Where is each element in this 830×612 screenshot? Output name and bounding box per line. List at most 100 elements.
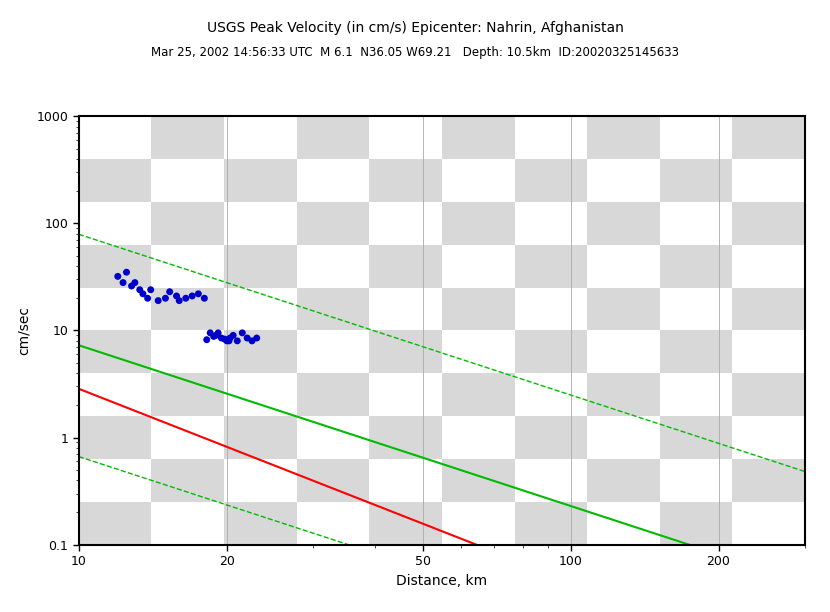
Bar bbox=[515, 202, 588, 245]
Bar bbox=[515, 416, 588, 459]
Bar bbox=[79, 373, 151, 416]
Bar bbox=[660, 202, 733, 245]
Point bbox=[144, 285, 158, 294]
Bar bbox=[515, 330, 588, 373]
Bar bbox=[224, 416, 297, 459]
Bar bbox=[297, 330, 369, 373]
Bar bbox=[588, 288, 660, 330]
Bar bbox=[79, 502, 151, 545]
Bar bbox=[151, 502, 224, 545]
Bar bbox=[442, 288, 515, 330]
Bar bbox=[442, 502, 515, 545]
Point bbox=[173, 296, 186, 305]
Bar bbox=[79, 330, 151, 373]
Bar bbox=[151, 416, 224, 459]
X-axis label: Distance, km: Distance, km bbox=[397, 573, 487, 588]
Bar bbox=[79, 159, 151, 202]
Bar bbox=[369, 202, 442, 245]
Bar bbox=[369, 459, 442, 502]
Bar bbox=[224, 159, 297, 202]
Bar bbox=[297, 202, 369, 245]
Point bbox=[136, 289, 149, 299]
Bar bbox=[297, 459, 369, 502]
Bar bbox=[369, 502, 442, 545]
Bar bbox=[660, 459, 733, 502]
Bar bbox=[515, 245, 588, 288]
Point bbox=[207, 332, 220, 341]
Point bbox=[218, 334, 232, 344]
Point bbox=[170, 291, 183, 301]
Bar bbox=[297, 116, 369, 159]
Point bbox=[241, 333, 254, 343]
Bar bbox=[297, 416, 369, 459]
Point bbox=[227, 330, 240, 340]
Bar bbox=[79, 288, 151, 330]
Point bbox=[128, 278, 141, 288]
Point bbox=[116, 278, 129, 288]
Bar bbox=[224, 116, 297, 159]
Bar bbox=[733, 159, 805, 202]
Bar bbox=[660, 330, 733, 373]
Bar bbox=[297, 245, 369, 288]
Bar bbox=[151, 159, 224, 202]
Bar bbox=[733, 330, 805, 373]
Bar bbox=[442, 159, 515, 202]
Bar bbox=[588, 416, 660, 459]
Bar bbox=[588, 502, 660, 545]
Point bbox=[215, 333, 228, 343]
Bar bbox=[442, 245, 515, 288]
Bar bbox=[660, 116, 733, 159]
Point bbox=[159, 293, 172, 303]
Point bbox=[203, 328, 217, 338]
Bar bbox=[442, 330, 515, 373]
Point bbox=[120, 267, 133, 277]
Point bbox=[141, 293, 154, 303]
Bar bbox=[79, 202, 151, 245]
Point bbox=[125, 281, 139, 291]
Bar bbox=[224, 330, 297, 373]
Bar bbox=[224, 502, 297, 545]
Bar bbox=[151, 202, 224, 245]
Bar bbox=[733, 502, 805, 545]
Bar bbox=[442, 373, 515, 416]
Bar bbox=[297, 373, 369, 416]
Bar bbox=[660, 159, 733, 202]
Bar bbox=[515, 373, 588, 416]
Bar bbox=[224, 459, 297, 502]
Point bbox=[186, 291, 199, 301]
Bar bbox=[369, 116, 442, 159]
Point bbox=[209, 330, 222, 340]
Bar bbox=[79, 245, 151, 288]
Point bbox=[236, 328, 249, 338]
Point bbox=[179, 293, 193, 303]
Bar bbox=[369, 288, 442, 330]
Bar bbox=[660, 288, 733, 330]
Bar bbox=[369, 245, 442, 288]
Bar bbox=[369, 159, 442, 202]
Bar bbox=[79, 459, 151, 502]
Bar bbox=[151, 245, 224, 288]
Bar bbox=[224, 245, 297, 288]
Text: Mar 25, 2002 14:56:33 UTC  M 6.1  N36.05 W69.21   Depth: 10.5km  ID:200203251456: Mar 25, 2002 14:56:33 UTC M 6.1 N36.05 W… bbox=[151, 46, 679, 59]
Bar bbox=[442, 116, 515, 159]
Bar bbox=[79, 416, 151, 459]
Bar bbox=[733, 459, 805, 502]
Text: USGS Peak Velocity (in cm/s) Epicenter: Nahrin, Afghanistan: USGS Peak Velocity (in cm/s) Epicenter: … bbox=[207, 21, 623, 35]
Bar bbox=[733, 245, 805, 288]
Bar bbox=[588, 373, 660, 416]
Bar bbox=[369, 330, 442, 373]
Bar bbox=[588, 245, 660, 288]
Bar bbox=[733, 373, 805, 416]
Bar bbox=[442, 416, 515, 459]
Bar bbox=[588, 116, 660, 159]
Bar bbox=[297, 502, 369, 545]
Bar bbox=[224, 373, 297, 416]
Bar bbox=[151, 330, 224, 373]
Bar bbox=[660, 245, 733, 288]
Bar bbox=[224, 202, 297, 245]
Bar bbox=[733, 116, 805, 159]
Bar bbox=[224, 288, 297, 330]
Bar bbox=[515, 288, 588, 330]
Bar bbox=[515, 116, 588, 159]
Point bbox=[163, 287, 176, 297]
